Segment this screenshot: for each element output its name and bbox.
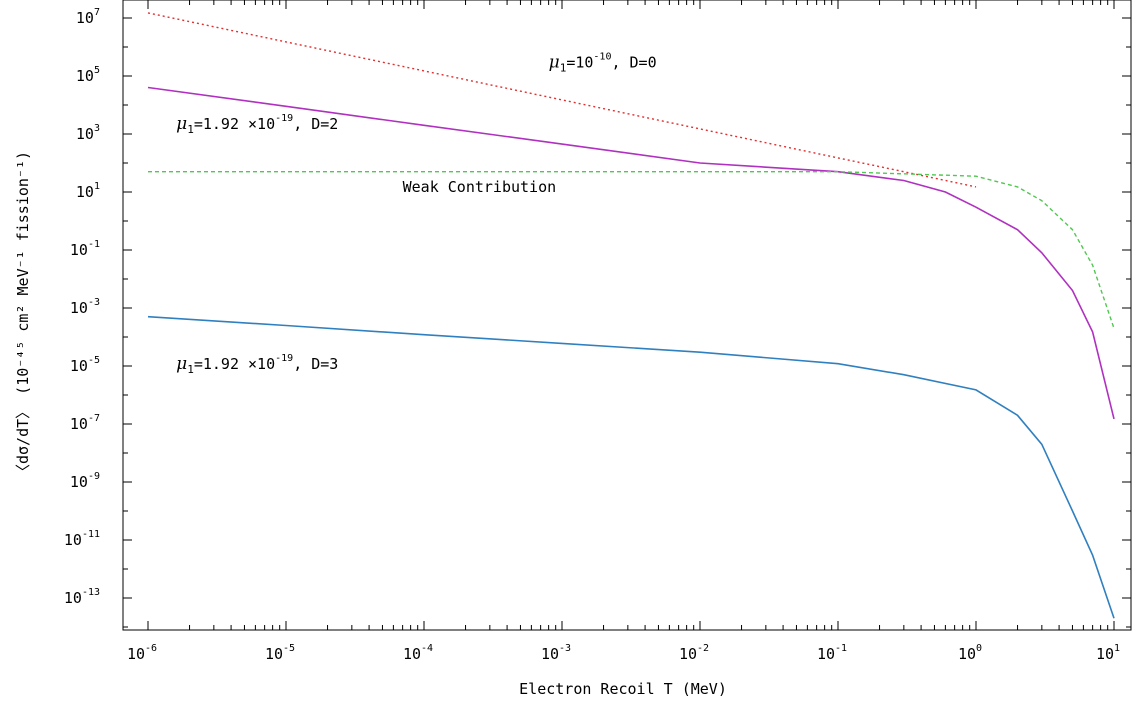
x-tick-label: 10-2: [679, 643, 709, 663]
series-line-2: [147, 86, 1115, 420]
annotation-4: μ1=1.92 ×10-19, D=3: [176, 353, 338, 376]
annotations: μ1=10-10, D=0 μ1=1.92 ×10-19, D=2 Weak Con…: [176, 51, 656, 376]
y-tick-label: 10-11: [64, 529, 100, 549]
y-tick-label: 10-13: [64, 587, 100, 607]
series-lines: [147, 12, 1115, 619]
y-tick-label: 101: [76, 181, 100, 201]
x-tick-label: 100: [958, 643, 982, 663]
x-tick-label: 10-6: [127, 643, 157, 663]
y-tick-label: 10-9: [70, 471, 100, 491]
series-line-3: [148, 170, 1115, 329]
series-line-1: [147, 12, 977, 188]
y-tick-label: 105: [76, 65, 100, 85]
y-tick-label: 103: [76, 123, 100, 143]
annotation-1: μ1=10-10, D=0: [549, 51, 657, 74]
x-tick-label: 10-4: [403, 643, 433, 663]
x-tick-label: 10-3: [541, 643, 571, 663]
y-axis-label: 〈dσ/dT〉 (10⁻⁴⁵ cm² MeV⁻¹ fission⁻¹): [14, 151, 32, 479]
x-tick-label: 10-1: [817, 643, 847, 663]
y-tick-label: 10-5: [70, 355, 100, 375]
tick-labels: 10-6 10-5 10-4 10-3 10-2 10-1 100 101 107 105 103 1…: [64, 7, 1120, 663]
y-tick-label: 10-1: [70, 239, 100, 259]
x-axis-label: Electron Recoil T (MeV): [519, 680, 727, 698]
plot-frame: [122, 0, 1132, 631]
x-tick-label: 10-5: [265, 643, 295, 663]
annotation-3: Weak Contribution: [403, 178, 557, 196]
y-tick-label: 10-7: [70, 413, 100, 433]
axis-ticks: [123, 0, 1131, 630]
annotation-2: μ1=1.92 ×10-19, D=2: [176, 113, 338, 136]
y-tick-label: 10-3: [70, 297, 100, 317]
x-tick-label: 101: [1096, 643, 1120, 663]
series-line-4: [147, 315, 1115, 619]
y-tick-label: 107: [76, 7, 100, 27]
